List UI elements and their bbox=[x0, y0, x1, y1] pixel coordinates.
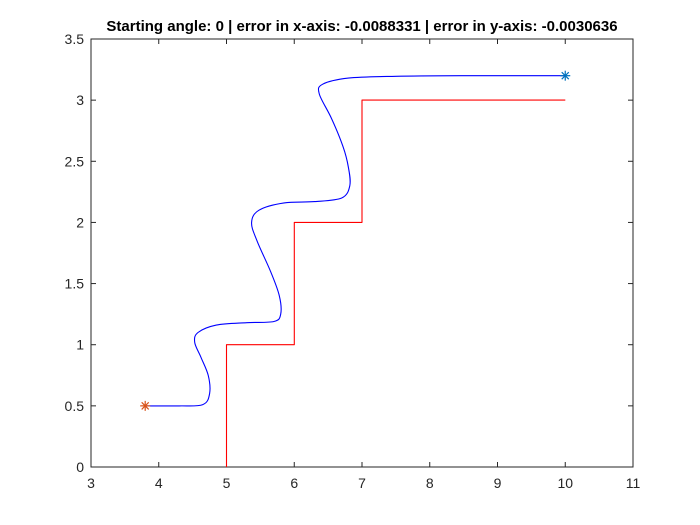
plot-area: 3 4 5 6 7 8 9 10 11 0 0.5 1 1.5 2 2.5 3 3.5 bbox=[65, 31, 641, 491]
marker-layer bbox=[140, 70, 571, 411]
trajectory-line bbox=[145, 75, 566, 407]
start-marker bbox=[140, 400, 151, 411]
y-tick-label: 2 bbox=[76, 214, 84, 230]
x-tick-label: 11 bbox=[626, 475, 641, 491]
y-tick-label: 1.5 bbox=[65, 276, 85, 292]
x-tick-label: 9 bbox=[494, 475, 502, 491]
y-tick-label: 2.5 bbox=[65, 153, 85, 169]
reference-path-line bbox=[225, 99, 566, 467]
axis-ticks: 3 4 5 6 7 8 9 10 11 0 0.5 1 1.5 2 2.5 3 3.5 bbox=[65, 31, 641, 491]
y-tick-label: 0 bbox=[76, 459, 84, 475]
marker-stroke bbox=[561, 71, 570, 80]
x-tick-label: 7 bbox=[358, 475, 366, 491]
y-tick-label: 3 bbox=[76, 92, 84, 108]
chart-title: Starting angle: 0 | error in x-axis: -0.… bbox=[106, 18, 617, 35]
x-tick-label: 4 bbox=[155, 475, 163, 491]
x-tick-label: 8 bbox=[426, 475, 434, 491]
marker-stroke bbox=[141, 401, 150, 410]
x-tick-label: 6 bbox=[290, 475, 298, 491]
y-tick-label: 0.5 bbox=[65, 398, 85, 414]
y-tick-label: 3.5 bbox=[65, 31, 85, 47]
x-tick-label: 10 bbox=[557, 475, 573, 491]
end-marker bbox=[560, 70, 571, 81]
series-layer bbox=[145, 75, 566, 467]
x-tick-label: 5 bbox=[223, 475, 231, 491]
x-tick-label: 3 bbox=[87, 475, 95, 491]
y-tick-label: 1 bbox=[76, 337, 84, 353]
